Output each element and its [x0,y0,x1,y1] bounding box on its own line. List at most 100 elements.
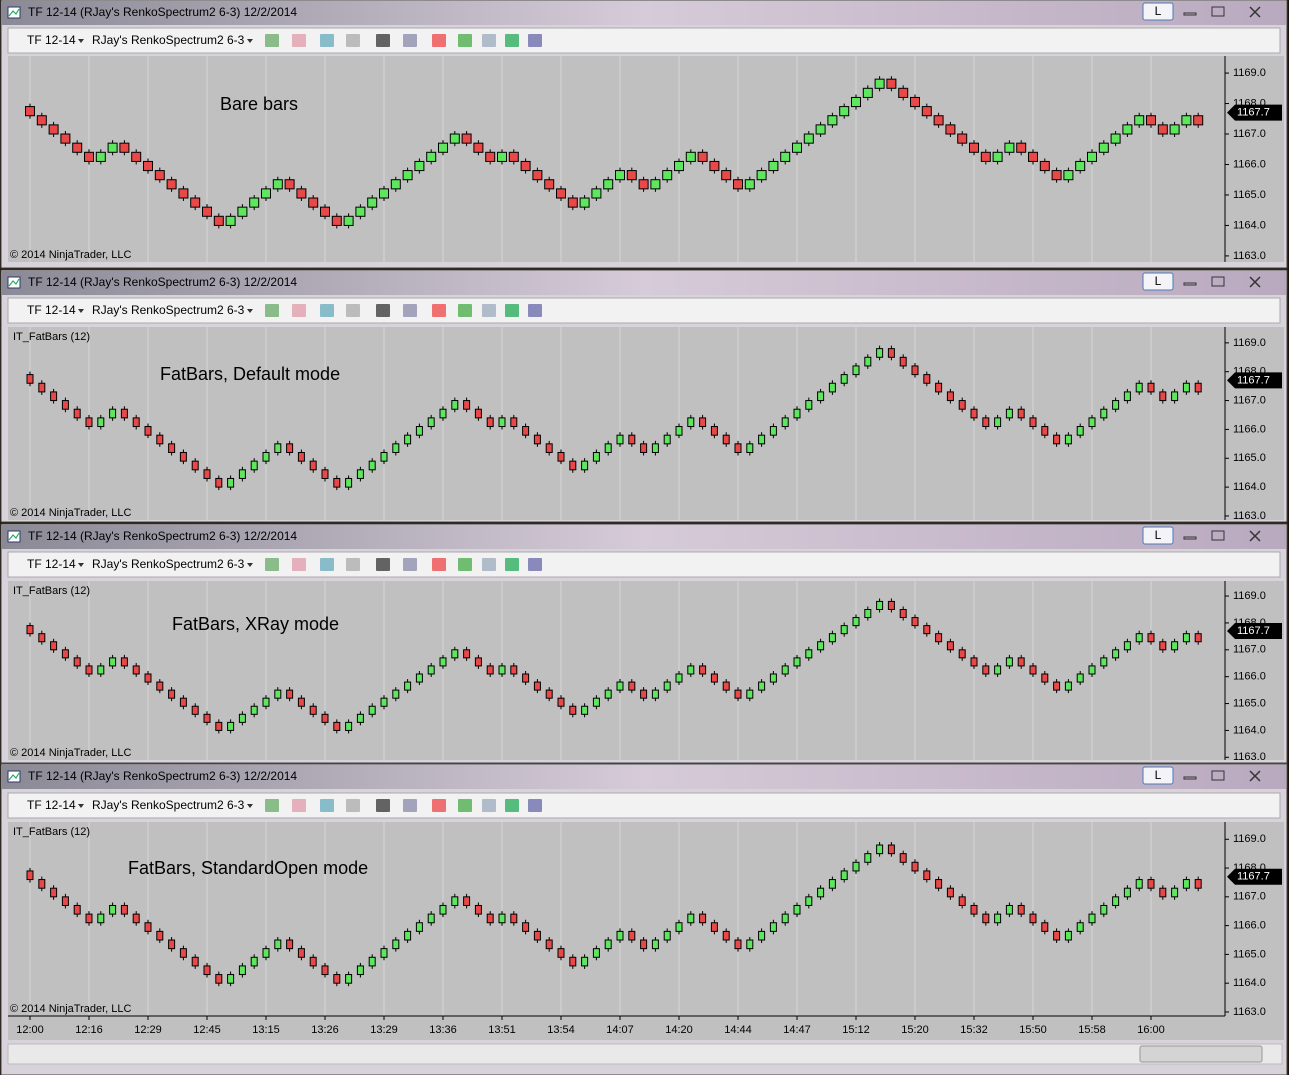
toolbar-icon[interactable] [265,34,279,47]
down-brick [308,197,319,208]
toolbar-icon[interactable] [432,558,446,571]
toolbar-icon[interactable] [265,799,279,812]
minimize-button[interactable] [1183,536,1197,540]
maximize-button[interactable] [1211,530,1225,541]
close-button[interactable] [1249,276,1261,288]
toolbar-icon[interactable] [458,34,472,47]
down-brick [132,913,140,924]
toolbar-icon[interactable] [376,304,390,317]
down-brick [1016,142,1027,153]
toolbar-icon[interactable] [346,304,360,317]
up-brick [839,106,850,117]
toolbar [7,27,1281,54]
maximize-button[interactable] [1211,6,1225,17]
toolbar-icon[interactable] [505,34,519,47]
toolbar-icon[interactable] [320,799,334,812]
toolbar-icon[interactable] [403,34,417,47]
toolbar-icon[interactable] [482,558,496,571]
toolbar-icon[interactable] [505,558,519,571]
toolbar-icon[interactable] [505,799,519,812]
down-brick [710,426,718,436]
toolbar-icon[interactable] [458,799,472,812]
toolbar-icon[interactable] [458,558,472,571]
up-brick [262,948,270,958]
toolbar-icon[interactable] [432,799,446,812]
toolbar-icon[interactable] [482,34,496,47]
maximize-button[interactable] [1211,276,1225,287]
lock-button[interactable] [1142,272,1174,291]
annotation: FatBars, XRay mode [172,614,339,634]
down-brick [333,974,341,984]
toolbar-icon[interactable] [482,799,496,812]
toolbar-chart[interactable]: RJay's RenkoSpectrum2 6-3 [92,33,245,47]
toolbar-icon[interactable] [265,558,279,571]
toolbar-chart[interactable]: RJay's RenkoSpectrum2 6-3 [92,798,245,812]
down-brick [38,633,46,643]
up-brick [758,930,766,941]
toolbar-chart[interactable]: RJay's RenkoSpectrum2 6-3 [92,303,245,317]
dropdown-arrow [78,39,84,43]
close-button[interactable] [1249,530,1261,542]
up-brick [581,705,589,715]
down-brick [50,641,58,651]
lock-button[interactable] [1142,2,1174,21]
scrollbar-thumb[interactable] [1139,1045,1263,1063]
toolbar-icon[interactable] [528,34,542,47]
minimize-button[interactable] [1183,282,1197,286]
toolbar-icon[interactable] [432,304,446,317]
toolbar-icon[interactable] [292,558,306,571]
x-tick-label: 12:29 [134,1024,162,1036]
toolbar-icon[interactable] [528,304,542,317]
toolbar-icon[interactable] [265,304,279,317]
minimize-button[interactable] [1183,12,1197,16]
up-brick [1087,151,1097,162]
toolbar-icon[interactable] [528,799,542,812]
close-button[interactable] [1249,770,1261,782]
toolbar-icon[interactable] [403,304,417,317]
toolbar-instrument[interactable]: TF 12-14 [27,303,76,317]
up-brick [758,681,766,691]
toolbar-instrument[interactable]: TF 12-14 [27,33,76,47]
lock-button[interactable] [1142,766,1174,785]
toolbar-icon[interactable] [292,799,306,812]
toolbar-icon[interactable] [403,558,417,571]
toolbar-icon[interactable] [376,799,390,812]
down-brick [144,426,152,436]
up-brick [390,179,401,190]
toolbar-icon[interactable] [403,799,417,812]
toolbar-icon[interactable] [320,558,334,571]
toolbar-icon[interactable] [320,304,334,317]
toolbar-icon[interactable] [292,304,306,317]
toolbar-icon[interactable] [346,34,360,47]
down-brick [463,400,471,410]
toolbar-icon[interactable] [482,304,496,317]
toolbar-icon[interactable] [346,799,360,812]
dropdown-arrow [78,563,84,567]
toolbar-chart[interactable]: RJay's RenkoSpectrum2 6-3 [92,557,245,571]
toolbar-icon[interactable] [528,558,542,571]
down-brick [933,115,944,126]
maximize-button[interactable] [1211,770,1225,781]
toolbar-icon[interactable] [376,558,390,571]
toolbar-instrument[interactable]: TF 12-14 [27,798,76,812]
down-brick [640,443,648,453]
toolbar-icon[interactable] [458,304,472,317]
down-brick [911,861,919,872]
down-brick [958,896,966,906]
toolbar-icon[interactable] [320,34,334,47]
scrollbar-track[interactable] [7,1043,1283,1065]
toolbar-icon[interactable] [432,34,446,47]
down-brick [1029,417,1037,428]
down-brick [946,887,954,898]
down-brick [1017,904,1025,915]
toolbar-icon[interactable] [346,558,360,571]
toolbar-icon[interactable] [505,304,519,317]
minimize-button[interactable] [1183,776,1197,780]
close-button[interactable] [1249,6,1261,18]
toolbar-instrument[interactable]: TF 12-14 [27,557,76,571]
up-brick [840,374,848,384]
toolbar-icon[interactable] [292,34,306,47]
toolbar-icon[interactable] [376,34,390,47]
lock-button[interactable] [1142,526,1174,545]
